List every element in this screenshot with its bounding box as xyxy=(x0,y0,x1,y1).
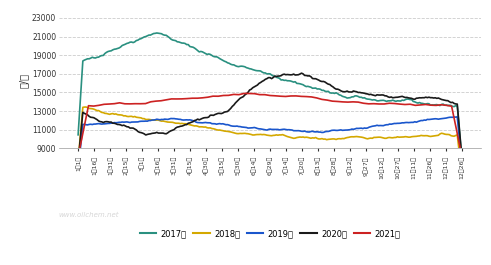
2019年 xyxy=(459,165,465,168)
2021年 xyxy=(241,92,247,95)
2019年 xyxy=(75,169,81,173)
2018年 xyxy=(105,112,111,116)
2020年 xyxy=(104,120,109,123)
2019年 xyxy=(258,127,264,130)
2021年 xyxy=(459,155,465,158)
2017年 xyxy=(267,72,273,76)
2017年 xyxy=(75,133,81,136)
2020年 xyxy=(127,126,133,130)
2018年 xyxy=(259,133,265,136)
2020年 xyxy=(266,76,272,79)
2021年 xyxy=(386,102,392,105)
2018年 xyxy=(211,127,217,130)
2018年 xyxy=(267,134,273,137)
2018年 xyxy=(459,175,465,178)
2017年 xyxy=(459,159,465,162)
2017年 xyxy=(154,31,160,34)
2018年 xyxy=(75,159,81,162)
2021年 xyxy=(423,103,429,106)
2021年 xyxy=(381,102,387,105)
2019年 xyxy=(209,122,215,125)
2021年 xyxy=(75,155,81,158)
2018年 xyxy=(193,124,199,127)
2018年 xyxy=(83,105,89,109)
Text: www.oilchem.net: www.oilchem.net xyxy=(58,212,119,218)
Line: 2021年: 2021年 xyxy=(78,93,462,157)
Y-axis label: 元/吨: 元/吨 xyxy=(19,73,29,88)
2018年 xyxy=(129,115,135,118)
2019年 xyxy=(266,128,272,131)
2019年 xyxy=(454,115,460,118)
2019年 xyxy=(104,122,109,125)
2020年 xyxy=(191,119,197,122)
2017年 xyxy=(259,70,265,74)
Line: 2019年: 2019年 xyxy=(78,117,462,171)
2020年 xyxy=(258,81,264,84)
2017年 xyxy=(211,55,217,58)
Line: 2018年: 2018年 xyxy=(78,107,462,176)
2017年 xyxy=(127,41,133,44)
2019年 xyxy=(127,121,133,124)
Line: 2020年: 2020年 xyxy=(78,73,462,162)
2021年 xyxy=(397,103,403,106)
2021年 xyxy=(371,102,377,105)
Line: 2017年: 2017年 xyxy=(78,33,462,160)
2021年 xyxy=(106,103,112,106)
2020年 xyxy=(459,157,465,161)
2017年 xyxy=(193,48,199,51)
2020年 xyxy=(299,72,304,75)
Legend: 2017年, 2018年, 2019年, 2020年, 2021年: 2017年, 2018年, 2019年, 2020年, 2021年 xyxy=(136,226,404,241)
2017年 xyxy=(104,51,109,54)
2020年 xyxy=(75,161,81,164)
2020年 xyxy=(209,114,215,117)
2019年 xyxy=(191,120,197,123)
